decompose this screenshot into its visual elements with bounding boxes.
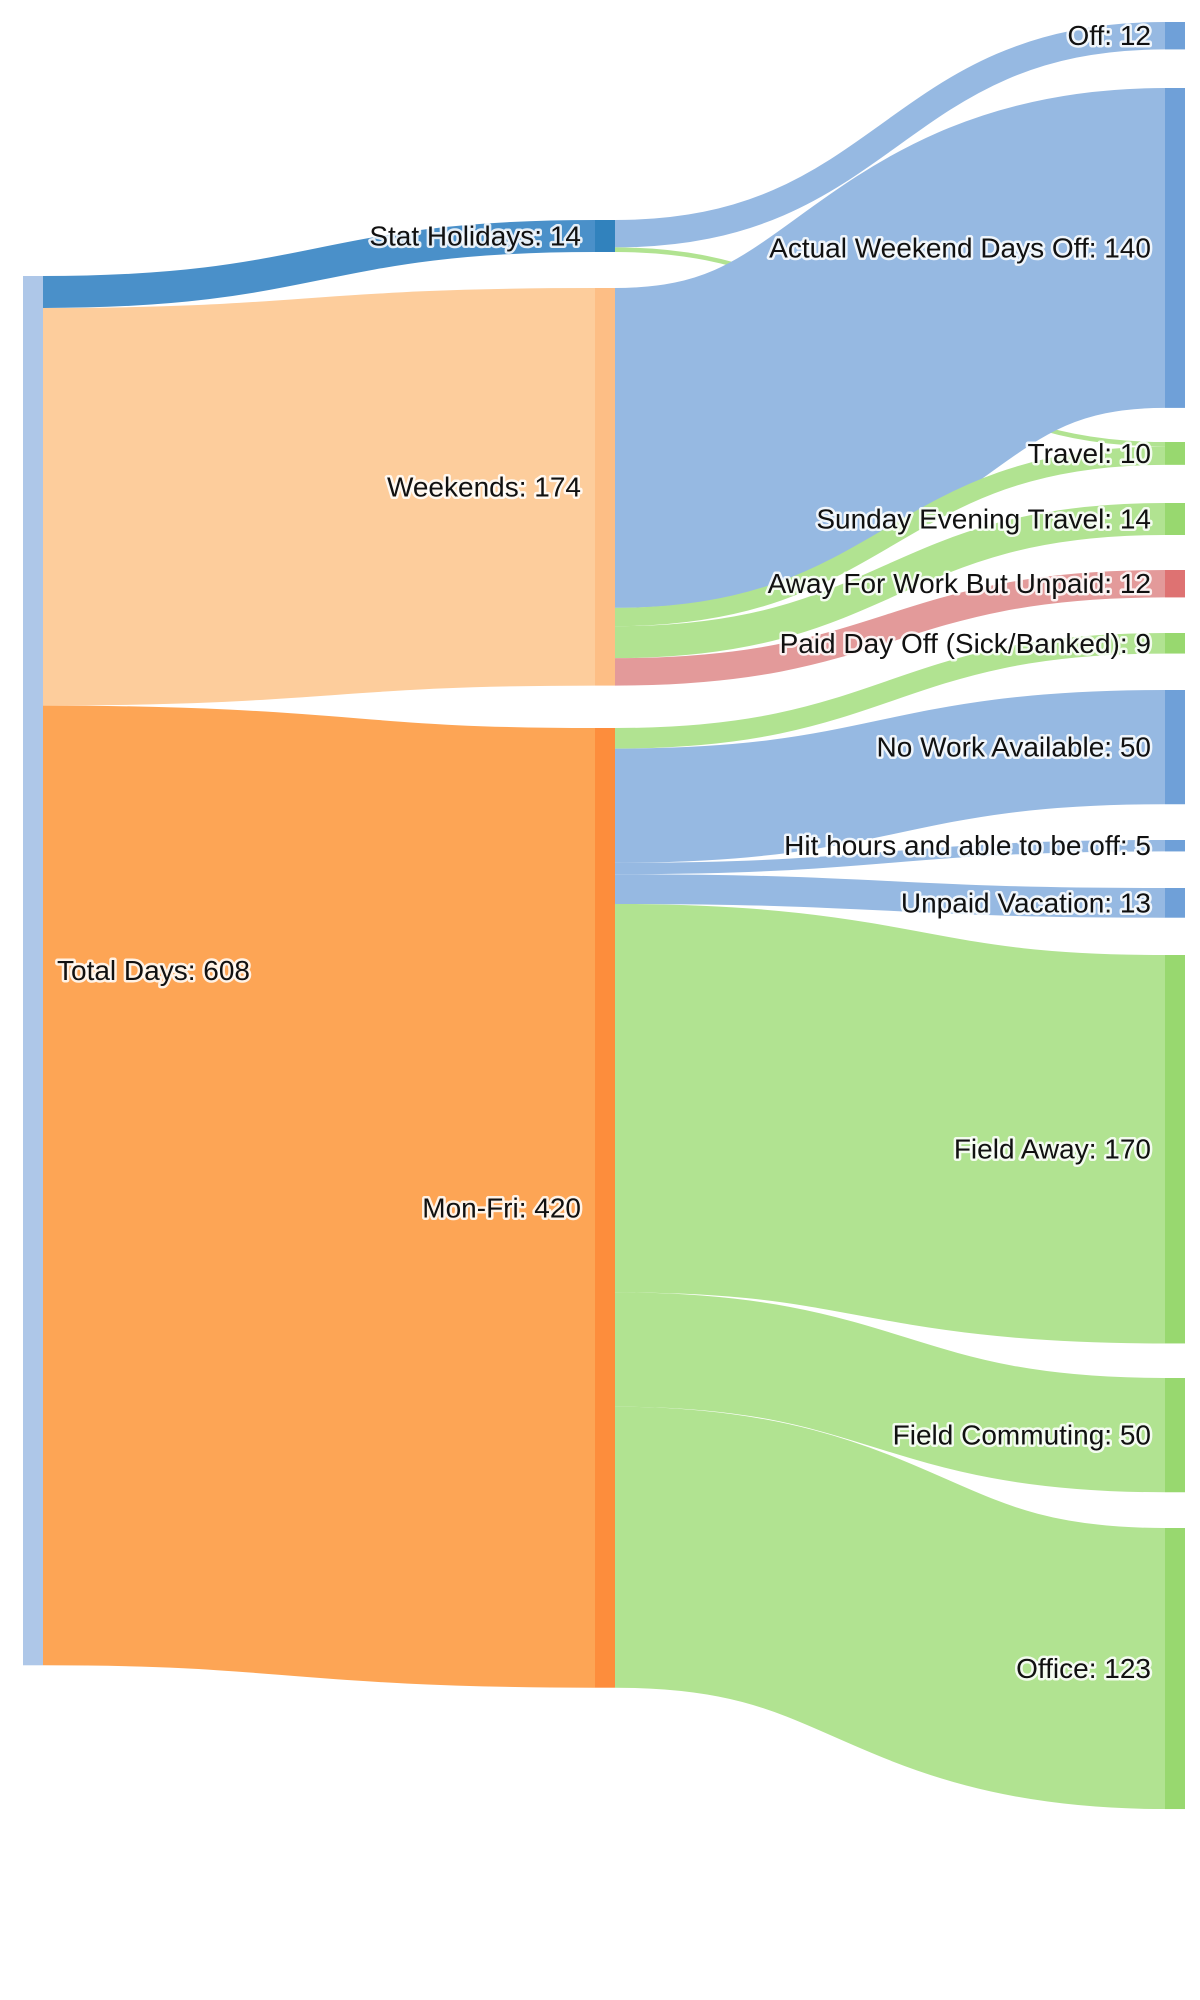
link-weekends-to-away xyxy=(614,570,1166,686)
node-total xyxy=(23,276,43,1666)
node-label-travel: Travel: 10 xyxy=(1028,438,1151,469)
node-label-office: Office: 123 xyxy=(1016,1653,1151,1684)
node-label-fieldaway: Field Away: 170 xyxy=(954,1134,1151,1165)
link-monfri-to-commuting xyxy=(614,1292,1166,1493)
labels-layer: Total Days: 608 Stat Holidays: 14 Weekends… xyxy=(55,18,1154,1687)
node-label-commuting: Field Commuting: 50 xyxy=(893,1420,1151,1451)
node-label-monfri: Mon-Fri: 420 xyxy=(422,1192,581,1223)
links-layer xyxy=(42,22,1169,1810)
node-label-stat: Stat Holidays: 14 xyxy=(369,220,581,251)
link-monfri-to-hit xyxy=(614,840,1166,875)
node-unpaidvac xyxy=(1165,888,1185,918)
node-hit xyxy=(1165,840,1185,852)
node-paid xyxy=(1165,633,1185,654)
link-monfri-to-office xyxy=(613,1406,1167,1810)
link-total-to-monfri xyxy=(42,705,596,1688)
node-label-paid: Paid Day Off (Sick/Banked): 9 xyxy=(780,628,1151,659)
link-monfri-to-nowork xyxy=(614,690,1166,863)
node-monfri xyxy=(595,728,615,1688)
node-label-away: Away For Work But Unpaid: 12 xyxy=(768,568,1151,599)
link-monfri-to-fieldaway xyxy=(614,903,1166,1344)
node-label-awdo: Actual Weekend Days Off: 140 xyxy=(769,232,1151,263)
node-stat xyxy=(595,220,615,252)
link-total-to-stat xyxy=(42,220,596,308)
node-off xyxy=(1165,22,1185,50)
node-office xyxy=(1165,1528,1185,1810)
node-travel xyxy=(1165,442,1185,465)
node-label-total: Total Days: 608 xyxy=(57,955,250,986)
link-weekends-to-awdo xyxy=(611,88,1169,608)
node-label-unpaidvac: Unpaid Vacation: 13 xyxy=(901,887,1151,918)
link-monfri-to-paid xyxy=(614,632,1166,749)
node-commuting xyxy=(1165,1378,1185,1493)
nodes-layer xyxy=(23,22,1185,1810)
node-label-hit: Hit hours and able to be off: 5 xyxy=(784,830,1151,861)
node-sunday xyxy=(1165,503,1185,535)
node-label-nowork: No Work Available: 50 xyxy=(877,732,1151,763)
node-away xyxy=(1165,570,1185,598)
link-total-to-weekends xyxy=(42,288,596,706)
link-weekends-to-travel xyxy=(614,446,1166,627)
node-label-off: Off: 12 xyxy=(1067,20,1151,51)
node-awdo xyxy=(1165,88,1185,408)
node-label-sunday: Sunday Evening Travel: 14 xyxy=(816,503,1151,534)
node-fieldaway xyxy=(1165,955,1185,1344)
link-weekends-to-sunday xyxy=(614,503,1166,659)
link-monfri-to-unpaidvac xyxy=(614,874,1166,918)
node-nowork xyxy=(1165,690,1185,805)
node-weekends xyxy=(595,288,615,686)
node-label-weekends: Weekends: 174 xyxy=(387,471,581,502)
link-stat-to-off xyxy=(614,22,1166,248)
